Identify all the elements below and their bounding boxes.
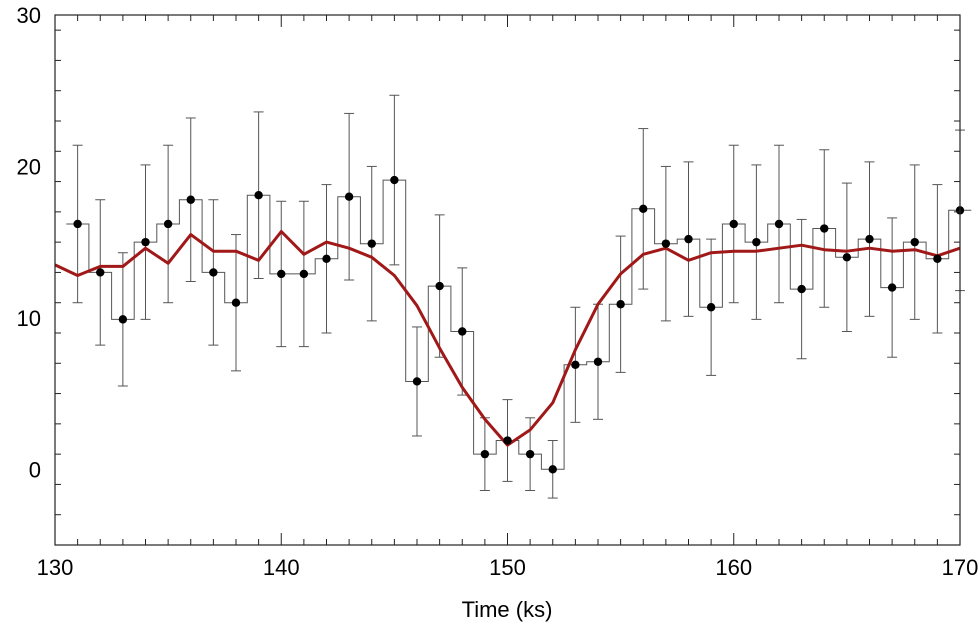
data-point [865, 234, 874, 244]
data-point [752, 237, 761, 247]
x-tick-label: 160 [715, 555, 752, 580]
data-point [706, 303, 716, 312]
data-point [729, 219, 738, 229]
x-axis-label: Time (ks) [462, 597, 553, 622]
y-tick-label: 0 [29, 457, 41, 482]
data-point [163, 219, 173, 229]
data-point [141, 237, 150, 247]
y-tick-label: 10 [17, 306, 41, 331]
x-tick-label: 140 [263, 555, 300, 580]
data-point [344, 192, 354, 201]
data-point [842, 253, 852, 262]
data-point [661, 239, 671, 248]
data-point [548, 465, 557, 474]
data-point [616, 300, 625, 309]
data-point [231, 298, 241, 307]
data-point [910, 237, 919, 247]
data-point [458, 327, 467, 336]
data-point [209, 268, 218, 277]
x-tick-label: 130 [37, 555, 74, 580]
y-tick-label: 20 [17, 154, 41, 179]
data-point [887, 283, 897, 292]
data-point [412, 377, 422, 386]
data-point [503, 436, 512, 445]
data-point [797, 284, 806, 294]
data-point [367, 239, 376, 248]
data-point [96, 268, 105, 277]
data-point [390, 175, 399, 185]
step-histogram [66, 179, 972, 470]
data-point [593, 357, 603, 366]
data-point [639, 204, 648, 214]
data-point [774, 219, 784, 229]
data-point [254, 191, 263, 200]
y-tick-label: 30 [17, 3, 41, 28]
data-point [277, 269, 286, 279]
data-point [820, 224, 829, 233]
data-point [322, 254, 331, 263]
data-point [299, 269, 309, 279]
data-point [684, 234, 693, 244]
data-point [571, 360, 580, 369]
data-point [933, 254, 942, 263]
model-curve [54, 230, 961, 447]
data-point [73, 219, 82, 229]
data-point [435, 281, 444, 291]
data-point [118, 315, 128, 324]
x-tick-label: 170 [942, 555, 979, 580]
data-point [186, 195, 195, 204]
axes: 130 140 150 160 170 0 10 20 30 [17, 3, 979, 580]
data-point [480, 449, 490, 459]
data-point [525, 449, 535, 459]
x-tick-label: 150 [489, 555, 526, 580]
plot-area [54, 94, 972, 499]
